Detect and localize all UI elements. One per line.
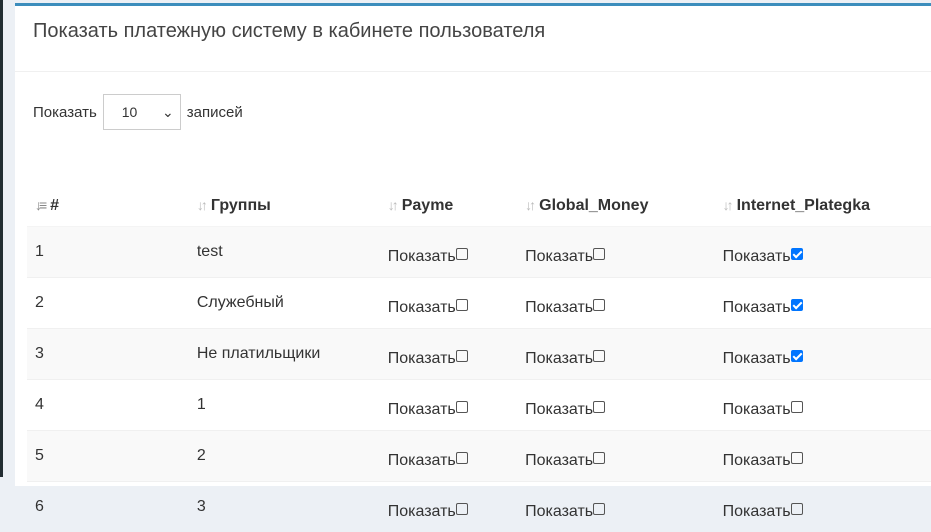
sort-icon[interactable]: ↓↑: [197, 197, 205, 213]
row-group: 1: [189, 380, 380, 431]
show-checkbox-global_money[interactable]: [593, 248, 605, 260]
show-label: Показать: [723, 350, 791, 367]
row-group: Не платильщики: [189, 329, 380, 380]
show-label: Показать: [525, 350, 593, 367]
row-group: Служебный: [189, 278, 380, 329]
show-checkbox-payme[interactable]: [456, 350, 468, 362]
row-id: 1: [27, 227, 189, 278]
show-label: Показать: [388, 452, 456, 469]
column-header-2[interactable]: ↓↑ Payme: [380, 185, 517, 227]
row-id: 4: [27, 380, 189, 431]
sort-icon[interactable]: ↓↑: [388, 197, 396, 213]
show-checkbox-payme[interactable]: [456, 299, 468, 311]
payment-system-card: Показать платежную систему в кабинете по…: [15, 3, 931, 486]
cell-payme: Показать: [380, 380, 517, 431]
cell-global_money: Показать: [517, 227, 714, 278]
cell-global_money: Показать: [517, 482, 714, 532]
show-checkbox-payme[interactable]: [456, 401, 468, 413]
column-label: Internet_Plategka: [737, 197, 870, 214]
show-label: Показать: [388, 248, 456, 265]
cell-global_money: Показать: [517, 431, 714, 482]
row-id: 5: [27, 431, 189, 482]
page-length-control: Показать 10 ⌄ записей: [33, 94, 243, 130]
show-label: Показать: [723, 452, 791, 469]
cell-internet_plategka: Показать: [715, 380, 931, 431]
show-label: Показать: [388, 299, 456, 316]
show-checkbox-internet_plategka[interactable]: [791, 299, 803, 311]
show-label: Показать: [723, 401, 791, 418]
row-group: 2: [189, 431, 380, 482]
column-header-1[interactable]: ↓↑ Группы: [189, 185, 380, 227]
sidebar-edge: [0, 0, 3, 477]
row-group: test: [189, 227, 380, 278]
show-label: Показать: [723, 503, 791, 520]
cell-internet_plategka: Показать: [715, 278, 931, 329]
column-label: #: [50, 197, 59, 214]
show-label: Показать: [525, 401, 593, 418]
column-label: Payme: [402, 197, 454, 214]
divider: [15, 71, 931, 72]
row-group: 3: [189, 482, 380, 532]
show-label: Показать: [388, 401, 456, 418]
show-checkbox-internet_plategka[interactable]: [791, 452, 803, 464]
page-length-value: 10: [122, 104, 138, 120]
length-suffix: записей: [187, 104, 243, 121]
show-checkbox-payme[interactable]: [456, 248, 468, 260]
column-header-4[interactable]: ↓↑ Internet_Plategka: [715, 185, 931, 227]
show-label: Показать: [525, 452, 593, 469]
groups-table: ↓≡ # ↓↑ Группы ↓↑ Payme ↓↑ Global_Money ↓↑ Intern…: [27, 185, 931, 532]
cell-internet_plategka: Показать: [715, 227, 931, 278]
page-length-select[interactable]: 10 ⌄: [103, 94, 181, 130]
cell-global_money: Показать: [517, 278, 714, 329]
show-checkbox-internet_plategka[interactable]: [791, 401, 803, 413]
show-checkbox-internet_plategka[interactable]: [791, 350, 803, 362]
column-header-3[interactable]: ↓↑ Global_Money: [517, 185, 714, 227]
row-id: 6: [27, 482, 189, 532]
cell-internet_plategka: Показать: [715, 329, 931, 380]
show-label: Показать: [388, 350, 456, 367]
row-id: 3: [27, 329, 189, 380]
show-checkbox-internet_plategka[interactable]: [791, 503, 803, 515]
sort-icon[interactable]: ↓↑: [723, 197, 731, 213]
cell-internet_plategka: Показать: [715, 482, 931, 532]
show-checkbox-global_money[interactable]: [593, 299, 605, 311]
cell-global_money: Показать: [517, 329, 714, 380]
sort-icon[interactable]: ↓↑: [525, 197, 533, 213]
cell-payme: Показать: [380, 482, 517, 532]
cell-payme: Показать: [380, 329, 517, 380]
length-prefix: Показать: [33, 104, 97, 121]
page-title: Показать платежную систему в кабинете по…: [33, 20, 545, 43]
column-label: Группы: [211, 197, 271, 214]
show-checkbox-global_money[interactable]: [593, 401, 605, 413]
show-checkbox-payme[interactable]: [456, 503, 468, 515]
cell-global_money: Показать: [517, 380, 714, 431]
show-label: Показать: [388, 503, 456, 520]
cell-payme: Показать: [380, 227, 517, 278]
cell-payme: Показать: [380, 431, 517, 482]
show-checkbox-global_money[interactable]: [593, 503, 605, 515]
show-label: Показать: [525, 503, 593, 520]
column-label: Global_Money: [539, 197, 648, 214]
show-label: Показать: [723, 299, 791, 316]
cell-internet_plategka: Показать: [715, 431, 931, 482]
show-checkbox-global_money[interactable]: [593, 452, 605, 464]
show-label: Показать: [723, 248, 791, 265]
show-checkbox-global_money[interactable]: [593, 350, 605, 362]
chevron-down-icon: ⌄: [162, 104, 174, 121]
cell-payme: Показать: [380, 278, 517, 329]
row-id: 2: [27, 278, 189, 329]
sort-asc-icon[interactable]: ↓≡: [35, 197, 44, 213]
column-header-0[interactable]: ↓≡ #: [27, 185, 189, 227]
show-label: Показать: [525, 299, 593, 316]
show-label: Показать: [525, 248, 593, 265]
show-checkbox-internet_plategka[interactable]: [791, 248, 803, 260]
show-checkbox-payme[interactable]: [456, 452, 468, 464]
